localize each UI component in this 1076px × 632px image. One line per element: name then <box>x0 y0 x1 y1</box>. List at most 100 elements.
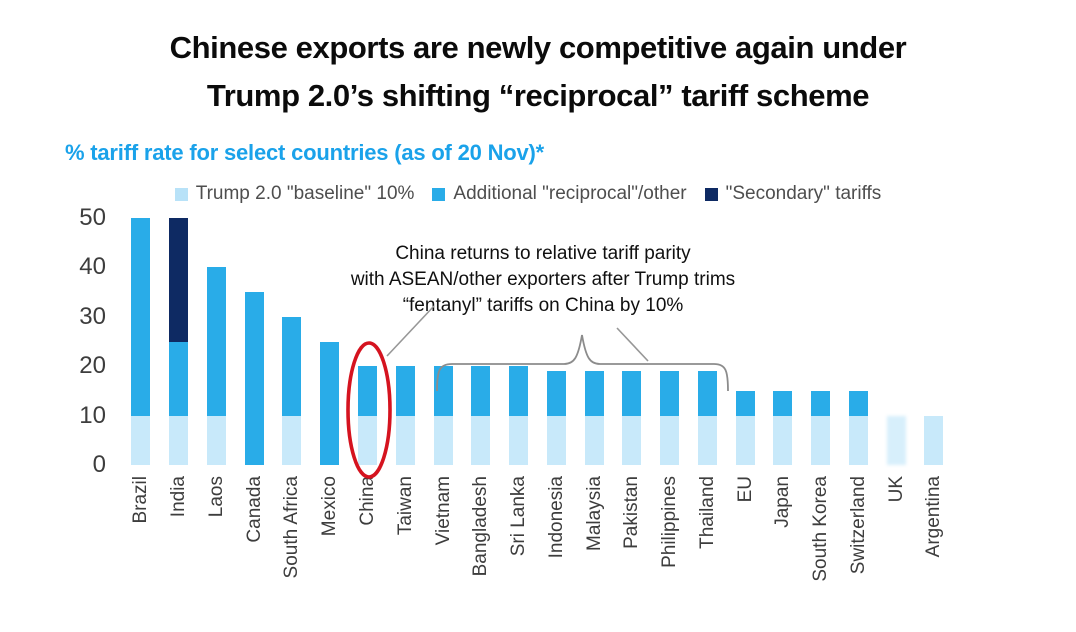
x-axis-label-south-korea: South Korea <box>810 476 832 582</box>
x-label-cell: Argentina <box>915 476 953 632</box>
x-label-cell: China <box>349 476 387 632</box>
bar-stack <box>206 267 226 465</box>
x-label-cell: South Africa <box>273 476 311 632</box>
y-axis-tick-0: 0 <box>92 451 106 478</box>
y-axis-tick-10: 10 <box>79 401 106 429</box>
x-axis-label-sri-lanka: Sri Lanka <box>508 476 530 557</box>
bar-segment <box>924 415 944 465</box>
bar-segment <box>811 415 831 465</box>
x-axis-label-switzerland: Switzerland <box>847 476 869 575</box>
bar-stack <box>848 390 868 465</box>
bar-segment <box>471 366 491 416</box>
bar-segment <box>433 366 453 416</box>
page-title-line1: Chinese exports are newly competitive ag… <box>169 30 907 65</box>
x-axis-label-thailand: Thailand <box>696 476 718 549</box>
legend-label: "Secondary" tariffs <box>725 183 882 204</box>
x-label-cell: Japan <box>764 476 802 632</box>
x-axis-label-china: China <box>356 476 378 526</box>
bar-stack <box>244 292 264 465</box>
bar-segment <box>206 415 226 465</box>
x-label-cell: Sri Lanka <box>500 476 538 632</box>
x-label-cell: Indonesia <box>537 476 575 632</box>
x-axis-label-argentina: Argentina <box>923 476 945 558</box>
bar-stack <box>433 366 453 465</box>
x-label-cell: Mexico <box>311 476 349 632</box>
bar-segment <box>357 415 377 465</box>
bar-segment <box>622 371 642 416</box>
bar-column-japan <box>764 218 802 465</box>
x-axis-label-bangladesh: Bangladesh <box>470 476 492 577</box>
x-axis-labels: Brazil India Laos Canada South Africa Mexico C… <box>122 476 953 632</box>
bar-segment <box>206 267 226 416</box>
bar-segment <box>660 415 680 465</box>
x-label-cell: India <box>160 476 198 632</box>
bar-column-canada <box>235 218 273 465</box>
bar-stack <box>282 316 302 465</box>
x-label-cell: Canada <box>235 476 273 632</box>
x-label-cell: EU <box>726 476 764 632</box>
annotation-line-1: China returns to relative tariff parity <box>395 243 691 264</box>
page-title-line2: Trump 2.0’s shifting “reciprocal” tariff… <box>206 78 870 113</box>
bar-segment <box>471 415 491 465</box>
bar-stack <box>735 390 755 465</box>
bar-segment <box>509 415 529 465</box>
bar-segment <box>433 415 453 465</box>
bar-stack <box>660 371 680 465</box>
bar-stack <box>697 371 717 465</box>
x-label-cell: South Korea <box>802 476 840 632</box>
bar-segment <box>811 390 831 416</box>
legend-label: Trump 2.0 "baseline" 10% <box>195 183 415 204</box>
bar-segment <box>395 415 415 465</box>
y-axis-tick-30: 30 <box>79 302 106 330</box>
bar-stack <box>773 390 793 465</box>
y-axis-tick-50: 50 <box>79 204 106 231</box>
page-title: Chinese exports are newly competitive ag… <box>0 24 1076 120</box>
x-label-cell: Switzerland <box>840 476 878 632</box>
bar-segment <box>546 371 566 416</box>
x-axis-label-indonesia: Indonesia <box>545 476 567 559</box>
legend-item: Trump 2.0 "baseline" 10% <box>174 183 415 205</box>
x-axis-label-taiwan: Taiwan <box>394 476 416 536</box>
bar-segment <box>509 366 529 416</box>
bar-segment <box>848 415 868 465</box>
bar-stack <box>811 390 831 465</box>
x-axis-label-canada: Canada <box>243 476 265 543</box>
x-axis-label-japan: Japan <box>772 476 794 528</box>
x-label-cell: Bangladesh <box>462 476 500 632</box>
bar-stack <box>546 371 566 465</box>
bar-segment <box>886 415 906 465</box>
bar-segment <box>773 390 793 416</box>
y-axis-tick-40: 40 <box>79 253 106 281</box>
bar-column-india <box>160 218 198 465</box>
bar-column-south-africa <box>273 218 311 465</box>
bar-column-laos <box>198 218 236 465</box>
bar-segment <box>244 292 264 465</box>
x-label-cell: Taiwan <box>386 476 424 632</box>
x-label-cell: Laos <box>198 476 236 632</box>
legend-item: "Secondary" tariffs <box>704 183 882 205</box>
x-label-cell: Malaysia <box>575 476 613 632</box>
legend-swatch-icon <box>704 187 718 201</box>
bar-segment <box>320 341 340 465</box>
x-axis-label-malaysia: Malaysia <box>583 476 605 551</box>
bar-segment <box>131 218 151 416</box>
bar-stack <box>924 415 944 465</box>
bar-segment <box>584 371 604 416</box>
bar-segment <box>773 415 793 465</box>
bar-segment <box>584 415 604 465</box>
bar-stack <box>584 371 604 465</box>
bar-segment <box>169 341 189 416</box>
bar-stack <box>886 415 906 465</box>
x-label-cell: Thailand <box>688 476 726 632</box>
bar-segment <box>660 371 680 416</box>
x-label-cell: Philippines <box>651 476 689 632</box>
bar-segment <box>697 415 717 465</box>
bar-column-argentina <box>915 218 953 465</box>
x-axis-label-india: India <box>168 476 190 518</box>
bar-segment <box>697 371 717 416</box>
bar-segment <box>282 415 302 465</box>
x-axis-label-pakistan: Pakistan <box>621 476 643 549</box>
bar-segment <box>357 366 377 416</box>
bar-segment <box>282 316 302 416</box>
bar-segment <box>735 415 755 465</box>
